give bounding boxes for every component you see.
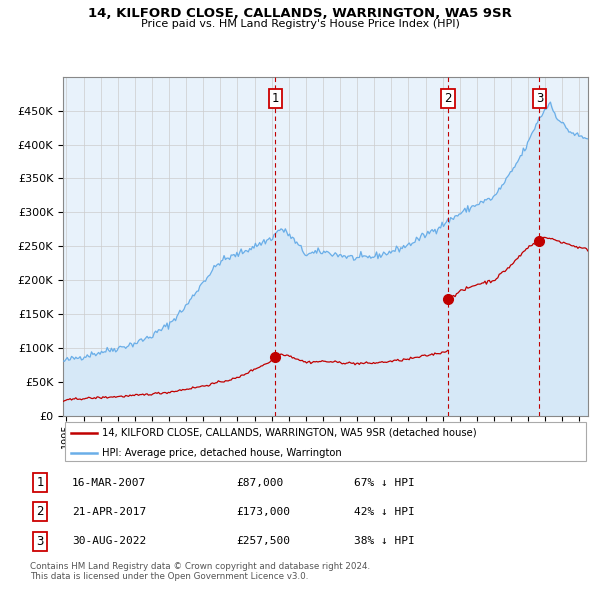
Text: 14, KILFORD CLOSE, CALLANDS, WARRINGTON, WA5 9SR (detached house): 14, KILFORD CLOSE, CALLANDS, WARRINGTON,… [103,428,477,438]
Text: 67% ↓ HPI: 67% ↓ HPI [353,477,415,487]
Text: 1: 1 [36,476,44,489]
Text: £173,000: £173,000 [236,507,290,517]
Text: 38% ↓ HPI: 38% ↓ HPI [353,536,415,546]
Text: 2: 2 [36,505,44,519]
Text: 2: 2 [444,92,452,105]
Text: 1: 1 [271,92,279,105]
Text: £87,000: £87,000 [236,477,284,487]
Text: 16-MAR-2007: 16-MAR-2007 [72,477,146,487]
FancyBboxPatch shape [65,422,586,461]
Text: £257,500: £257,500 [236,536,290,546]
Text: 30-AUG-2022: 30-AUG-2022 [72,536,146,546]
Text: 3: 3 [536,92,543,105]
Text: 42% ↓ HPI: 42% ↓ HPI [353,507,415,517]
Text: 14, KILFORD CLOSE, CALLANDS, WARRINGTON, WA5 9SR: 14, KILFORD CLOSE, CALLANDS, WARRINGTON,… [88,7,512,20]
Text: 21-APR-2017: 21-APR-2017 [72,507,146,517]
Text: 3: 3 [37,535,44,548]
Text: Contains HM Land Registry data © Crown copyright and database right 2024.
This d: Contains HM Land Registry data © Crown c… [30,562,370,581]
Text: Price paid vs. HM Land Registry's House Price Index (HPI): Price paid vs. HM Land Registry's House … [140,19,460,29]
Text: HPI: Average price, detached house, Warrington: HPI: Average price, detached house, Warr… [103,448,342,457]
